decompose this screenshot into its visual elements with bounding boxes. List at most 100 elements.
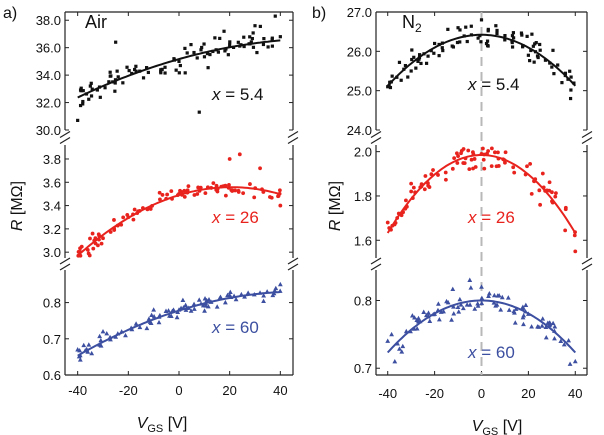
data-point — [81, 102, 85, 106]
data-point — [419, 61, 423, 66]
data-point — [146, 70, 150, 75]
data-point — [426, 54, 430, 58]
data-point — [545, 320, 551, 325]
data-point — [525, 34, 529, 38]
data-point — [223, 193, 228, 198]
data-point — [165, 192, 170, 197]
data-point — [133, 67, 137, 72]
data-point — [89, 81, 93, 85]
data-point — [510, 34, 515, 38]
data-point — [141, 76, 146, 80]
data-point — [218, 294, 223, 299]
data-point — [422, 187, 427, 192]
data-point — [90, 87, 94, 91]
data-point — [409, 189, 414, 194]
data-point — [475, 301, 481, 306]
data-point — [123, 332, 128, 338]
panel-b-ytick-label: 1.8 — [354, 189, 372, 204]
data-point — [79, 86, 83, 90]
panel-a-axis-break-0-left-1 — [59, 136, 71, 145]
panel-a-ylabel-unit: [MΩ] — [9, 181, 26, 220]
data-point — [277, 281, 283, 287]
data-point — [553, 194, 558, 199]
panel-b-ytick-label: 25.0 — [347, 84, 372, 99]
data-point — [186, 184, 191, 189]
data-point — [538, 42, 542, 47]
data-point — [125, 212, 130, 217]
panel-b-xtick-label: -20 — [425, 386, 444, 401]
data-point — [539, 323, 545, 328]
series-annotation-value: = 26 — [221, 208, 259, 227]
series-annotation-value: = 60 — [221, 318, 259, 337]
series-annotation-value: = 26 — [477, 208, 515, 227]
data-point — [90, 231, 95, 236]
panel-b-ylabel-unit: [MΩ] — [327, 181, 344, 220]
panel-a-xlabel: VGS [V] — [137, 415, 188, 435]
data-point — [520, 33, 524, 37]
data-point — [276, 194, 280, 199]
data-point — [89, 94, 94, 98]
series-annotation-var: x — [211, 208, 221, 227]
data-point — [132, 207, 137, 212]
data-point — [79, 244, 84, 249]
data-point — [183, 302, 189, 307]
data-point — [416, 315, 421, 321]
data-point — [538, 48, 542, 52]
data-point — [403, 63, 408, 68]
data-point — [441, 48, 445, 53]
series-annotation: x = 60 — [211, 318, 259, 337]
data-point — [104, 331, 110, 336]
data-point — [392, 359, 398, 364]
data-point — [270, 292, 276, 298]
data-point — [469, 24, 473, 28]
data-point — [278, 35, 282, 39]
data-point — [149, 312, 155, 317]
data-point — [409, 313, 415, 318]
data-point — [178, 63, 182, 68]
panel-b-title-main: N — [402, 12, 415, 32]
panel-a-ytick-label: 38.0 — [36, 13, 61, 28]
data-point — [81, 89, 85, 93]
series-annotation-value: = 5.4 — [221, 85, 264, 104]
data-point — [115, 69, 119, 73]
data-point — [449, 317, 454, 322]
panel-a-ytick-label: 3.8 — [43, 152, 61, 167]
data-point — [489, 164, 494, 169]
data-point — [121, 215, 126, 220]
data-point — [572, 358, 578, 364]
data-point — [406, 75, 410, 79]
data-point — [222, 299, 228, 305]
panel-b-axis-break-0-left-0 — [370, 130, 382, 139]
data-point — [455, 304, 461, 310]
data-point — [472, 157, 477, 161]
data-point — [160, 193, 165, 197]
data-point — [125, 65, 129, 69]
data-point — [113, 78, 118, 82]
data-point — [550, 65, 554, 69]
data-point — [148, 207, 153, 211]
data-point — [144, 66, 149, 70]
data-point — [76, 118, 80, 122]
data-point — [107, 80, 111, 84]
panel-a-ytick-label: 3.6 — [43, 175, 61, 190]
data-point — [458, 302, 464, 307]
data-point — [185, 51, 189, 55]
data-point — [481, 157, 486, 162]
data-point — [499, 294, 505, 300]
data-point — [98, 337, 104, 343]
data-point — [503, 34, 507, 38]
data-point — [85, 349, 91, 354]
data-point — [455, 161, 460, 165]
panel-a-ytick-label: 3.4 — [43, 199, 61, 214]
panel-a-xtick-label: -40 — [68, 383, 87, 398]
data-point — [537, 188, 542, 193]
panel-b-xtick-label: -40 — [378, 386, 397, 401]
panel-a-series-2: 0.6 0.7 0.8 x = 60 — [43, 281, 293, 383]
data-point — [103, 86, 107, 90]
data-point — [95, 88, 99, 92]
panel-a-axis-break-0-right-1 — [287, 136, 299, 145]
data-point — [484, 41, 489, 46]
series-annotation-var: x — [467, 208, 477, 227]
data-point — [250, 36, 254, 41]
